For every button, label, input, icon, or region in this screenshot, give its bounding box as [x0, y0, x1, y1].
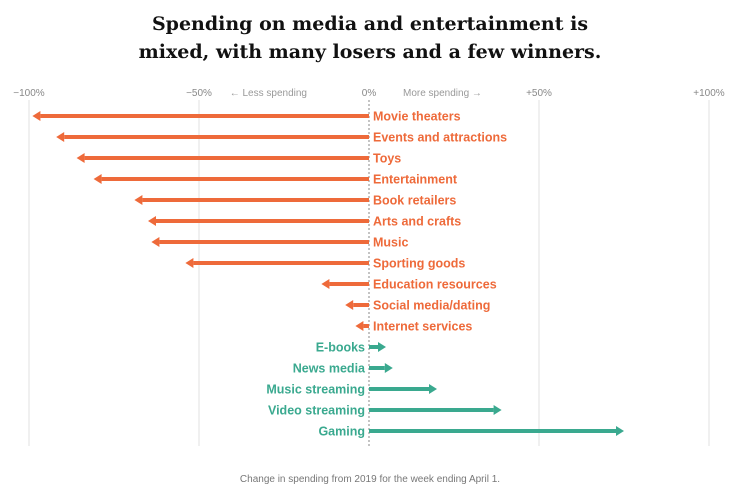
more-spending-label: More spending → [403, 88, 482, 99]
tick-label-4: +100% [693, 88, 725, 99]
arrowhead-toys [76, 153, 85, 163]
arrowhead-entertainment [93, 174, 102, 184]
label-internet-services: Internet services [373, 320, 472, 334]
label-book-retailers: Book retailers [373, 194, 456, 208]
label-music: Music [373, 236, 408, 250]
arrowhead-movie-theaters [32, 111, 41, 121]
label-music-streaming: Music streaming [266, 383, 365, 397]
tick-label-2: 0% [362, 88, 377, 99]
chart-title: Spending on media and entertainment is m… [0, 10, 740, 66]
tick-label-3: +50% [526, 88, 552, 99]
arrowhead-education-resources [321, 279, 330, 289]
label-toys: Toys [373, 152, 401, 166]
label-e-books: E-books [316, 341, 365, 355]
label-events-and-attractions: Events and attractions [373, 131, 507, 145]
chart-caption: Change in spending from 2019 for the wee… [239, 474, 501, 485]
arrowhead-book-retailers [134, 195, 143, 205]
arrowhead-sporting-goods [185, 258, 194, 268]
tick-label-1: −50% [186, 88, 212, 99]
arrowhead-arts-and-crafts [148, 216, 156, 226]
label-news-media: News media [293, 362, 366, 376]
arrowhead-news-media [384, 363, 393, 373]
arrowhead-social-media-dating [345, 300, 354, 310]
label-movie-theaters: Movie theaters [373, 110, 461, 124]
label-gaming: Gaming [318, 425, 365, 439]
label-arts-and-crafts: Arts and crafts [373, 215, 461, 229]
label-video-streaming: Video streaming [268, 404, 365, 418]
arrowhead-events-and-attractions [56, 132, 65, 142]
arrowhead-e-books [378, 342, 386, 352]
arrowhead-music [151, 237, 160, 247]
label-sporting-goods: Sporting goods [373, 257, 465, 271]
arrowhead-video-streaming [493, 405, 502, 415]
label-entertainment: Entertainment [373, 173, 458, 187]
arrowhead-music-streaming [429, 384, 437, 394]
tick-label-0: −100% [13, 88, 45, 99]
arrowhead-gaming [616, 426, 624, 436]
chart-title-line-2: mixed, with many losers and a few winner… [138, 41, 602, 63]
arrowhead-internet-services [355, 321, 364, 331]
less-spending-label: ← Less spending [230, 88, 307, 99]
chart-title-line-1: Spending on media and entertainment is [151, 13, 589, 35]
label-education-resources: Education resources [373, 278, 497, 292]
label-social-media-dating: Social media/dating [373, 299, 490, 313]
